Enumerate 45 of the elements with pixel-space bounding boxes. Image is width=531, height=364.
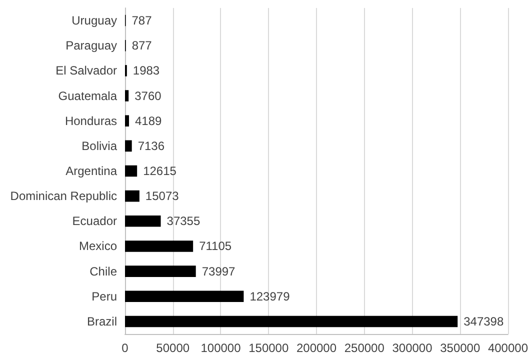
y-tick-label: Bolivia [82,138,118,153]
bar [125,90,129,102]
y-tick-label: Honduras [64,114,117,128]
data-label: 787 [132,14,152,28]
data-label: 71105 [199,239,232,254]
x-tick-label: 400000 [488,341,528,355]
y-tick-label: Uruguay [72,14,117,28]
y-tick-label: El Salvador [56,64,117,78]
y-tick-label: Paraguay [66,38,117,53]
bar [125,115,130,126]
bar [125,240,194,252]
y-tick-label: Chile [90,264,118,278]
data-label: 73997 [202,264,236,278]
bar [125,266,196,277]
bar [125,190,140,202]
bar [125,165,138,177]
data-label: 12615 [143,164,177,178]
y-tick-label: Mexico [78,239,118,254]
y-tick-label: Guatemala [58,88,118,103]
y-tick-label: Peru [92,289,117,304]
y-tick-label: Brazil [86,314,117,328]
bar [125,316,458,328]
bar [125,290,244,302]
data-label: 123979 [250,289,290,304]
x-tick-label: 150000 [248,341,289,355]
data-label: 347398 [464,314,504,328]
data-label: 877 [132,38,152,53]
data-label: 37355 [166,214,200,228]
x-tick-label: 200000 [296,341,337,355]
data-label: 15073 [145,189,180,204]
data-label: 7136 [138,138,165,153]
data-label: 1983 [132,64,160,78]
y-tick-label: Dominican Republic [10,189,117,204]
x-tick-label: 100000 [200,341,242,355]
x-tick-label: 50000 [156,341,190,355]
bar [125,216,161,227]
bar [125,140,132,152]
data-label: 3760 [134,88,162,103]
x-tick-label: 250000 [344,341,385,355]
x-tick-label: 300000 [392,341,433,355]
y-tick-label: Argentina [66,164,118,178]
x-tick-label: 0 [122,341,129,355]
x-tick-label: 350000 [440,341,480,355]
data-label: 4189 [135,114,162,128]
y-tick-label: Ecuador [72,214,117,228]
